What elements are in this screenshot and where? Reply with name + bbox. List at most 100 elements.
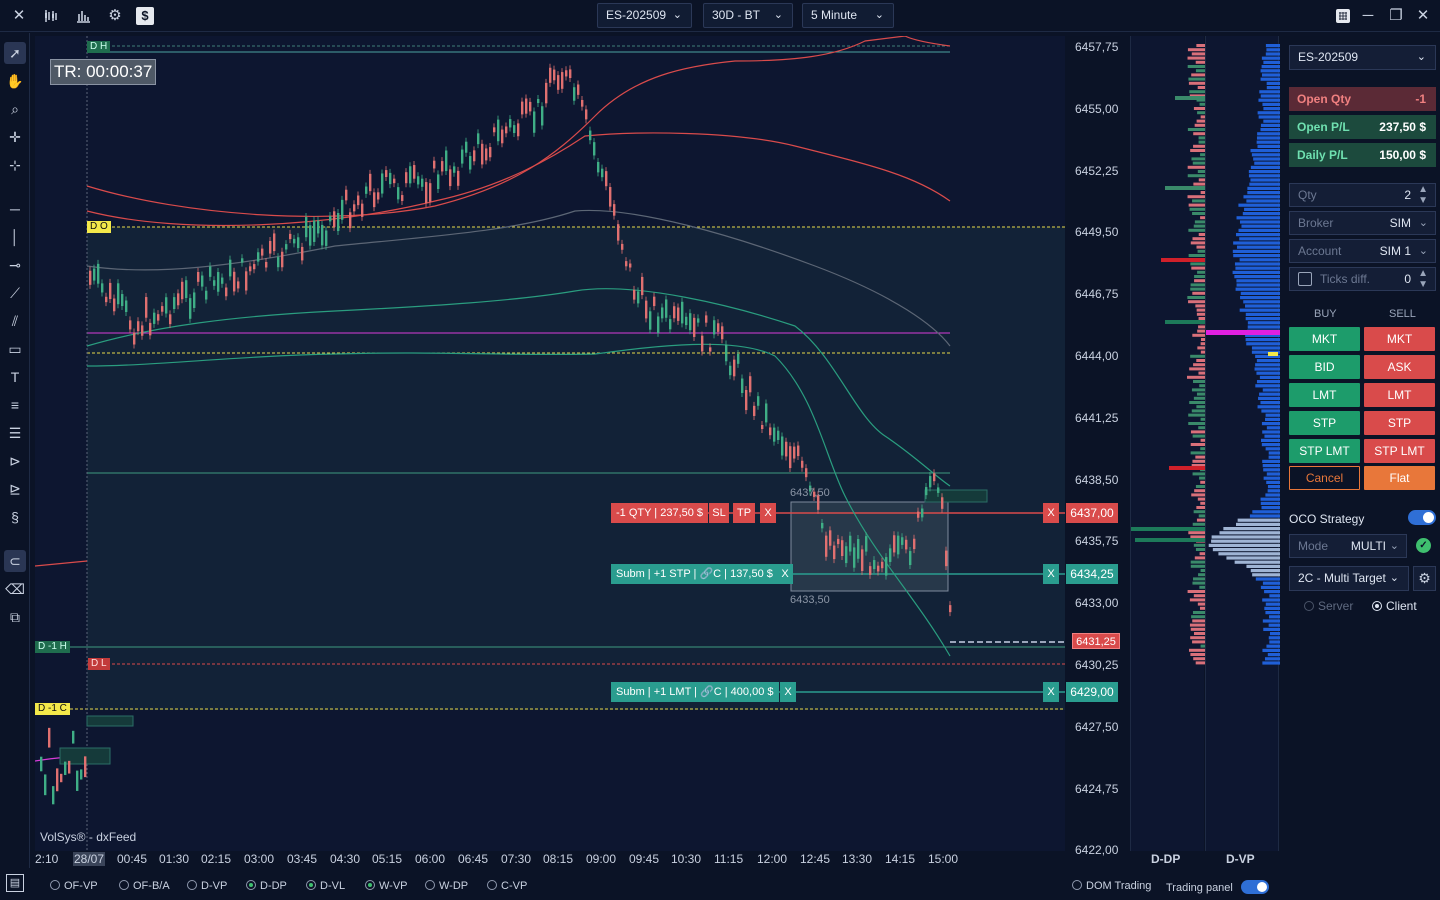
interval-select[interactable]: 5 Minute ⌄ [802, 3, 894, 28]
stepper-icon[interactable]: ▲ ▼ [1418, 184, 1428, 206]
daily-pl-stat: Daily P/L 150,00 $ [1289, 143, 1436, 167]
qty-field[interactable]: Qty 2 ▲ ▼ [1289, 183, 1436, 207]
volume-profile-bar [1266, 426, 1280, 430]
bar-chart-icon[interactable] [72, 5, 94, 27]
list-icon[interactable]: ☰ [8, 425, 22, 441]
checkbox[interactable] [1298, 272, 1312, 286]
price-chart[interactable]: D H D O D -1 H D L D -1 C TR: 00:00:37 V… [35, 36, 1065, 851]
crosshair-icon[interactable]: ✛ [9, 129, 21, 145]
study-toggle-w-dp[interactable]: W-DP [425, 880, 468, 892]
mode-select[interactable]: Mode MULTI ⌄ [1289, 534, 1407, 558]
study-toggle-d-dp[interactable]: D-DP [246, 880, 287, 892]
stop-order-label[interactable]: Subm | +1 STP | 🔗C | 137,50 $ [611, 564, 778, 584]
candle-body [40, 756, 43, 772]
eraser-icon[interactable]: ⌫ [5, 581, 25, 597]
strategy-select[interactable]: 2C - Multi Target ⌄ [1289, 566, 1409, 591]
vertical-line-icon[interactable]: │ [10, 229, 20, 245]
delta-profile-bar [1192, 611, 1205, 614]
cancel-button[interactable]: Cancel [1289, 466, 1360, 490]
panel-toggle-icon[interactable]: ▤ [6, 874, 24, 892]
delta-profile-bar [1196, 518, 1205, 522]
layers-icon[interactable]: ⧉ [10, 609, 20, 625]
broker-select[interactable]: Broker SIM ⌄ [1289, 211, 1436, 235]
pointer-icon[interactable]: ➚ [4, 42, 26, 64]
cancel-limit-button-right[interactable]: X [1043, 682, 1059, 702]
profile-tool-icon[interactable]: ⊳ [9, 453, 21, 469]
close-icon[interactable]: ✕ [12, 7, 26, 24]
horizontal-line-icon[interactable]: ─ [10, 201, 20, 217]
close-position-button-right[interactable]: X [1043, 503, 1059, 523]
text-icon[interactable]: T [10, 369, 20, 385]
volume-profile-bar [1233, 254, 1280, 258]
restore-icon[interactable]: ❐ [1389, 7, 1403, 24]
oco-toggle[interactable] [1408, 510, 1436, 525]
server-radio[interactable]: Server [1304, 599, 1353, 613]
cancel-limit-button[interactable]: X [780, 682, 796, 702]
volume-profile-bar [1240, 291, 1280, 295]
study-toggle-d-vp[interactable]: D-VP [187, 880, 227, 892]
strategy-settings-icon[interactable]: ⚙ [1413, 566, 1436, 591]
rectangle-icon[interactable]: ▭ [8, 341, 22, 357]
magnet-crosshair-icon[interactable]: ⊹ [9, 157, 21, 173]
limit-order-label[interactable]: Subm | +1 LMT | 🔗C | 400,00 $ [611, 682, 779, 702]
study-toggle-c-vp[interactable]: C-VP [487, 880, 527, 892]
candlestick-icon[interactable] [40, 5, 62, 27]
window-close-icon[interactable]: ✕ [1416, 7, 1430, 24]
time-axis[interactable]: 2:10 28/07 00:45 01:30 02:15 03:00 03:45 04:30 0… [35, 851, 1065, 867]
sell-stp-lmt-button[interactable]: STP LMT [1364, 439, 1435, 463]
volume-profile-bar [1247, 321, 1280, 325]
buy-stp-button[interactable]: STP [1289, 411, 1360, 435]
tp-button[interactable]: TP [733, 503, 755, 523]
range-select[interactable]: 30D - BT ⌄ [703, 3, 793, 28]
sell-lmt-button[interactable]: LMT [1364, 383, 1435, 407]
magnet-icon[interactable]: ⊂ [4, 550, 26, 572]
channel-icon[interactable]: ⫽ [11, 313, 19, 329]
ray-icon[interactable]: ⊸ [9, 257, 21, 273]
buy-bid-button[interactable]: BID [1289, 355, 1360, 379]
close-position-button[interactable]: X [760, 503, 776, 523]
study-toggle-of-vp[interactable]: OF-VP [50, 880, 98, 892]
trend-line-icon[interactable]: ⟋ [10, 285, 20, 301]
study-toggle-w-vp[interactable]: W-VP [365, 880, 408, 892]
buy-mkt-button[interactable]: MKT [1289, 327, 1360, 351]
buy-lmt-button[interactable]: LMT [1289, 383, 1360, 407]
study-toggle-of-b-a[interactable]: OF-B/A [119, 880, 170, 892]
dollar-icon[interactable]: $ [136, 7, 154, 25]
account-select[interactable]: Account SIM 1 ⌄ [1289, 239, 1436, 263]
ticks-diff-field[interactable]: Ticks diff. 0 ▲ ▼ [1289, 267, 1436, 291]
delta-profile-bar [1187, 375, 1205, 379]
trading-panel-toggle[interactable]: Trading panel [1166, 880, 1269, 894]
study-toggle-d-vl[interactable]: D-VL [306, 880, 345, 892]
cancel-stop-button-right[interactable]: X [1043, 564, 1059, 584]
client-radio[interactable]: Client [1372, 599, 1417, 613]
flat-button[interactable]: Flat [1364, 466, 1435, 490]
delta-profile-bar [1191, 464, 1205, 467]
position-order-label[interactable]: -1 QTY | 237,50 $ [611, 503, 709, 523]
cancel-stop-button[interactable]: X [777, 564, 793, 584]
volume-profile-icon[interactable]: ⊵ [9, 481, 21, 497]
toggle-switch[interactable] [1240, 880, 1269, 894]
symbol-select[interactable]: ES-202509 ⌄ [597, 3, 692, 28]
buy-stp-lmt-button[interactable]: STP LMT [1289, 439, 1360, 463]
dom-trading-toggle[interactable]: DOM Trading [1072, 880, 1151, 892]
delta-profile-bar [1192, 291, 1205, 295]
candle-body [505, 126, 508, 134]
fib-icon[interactable]: ≡ [10, 397, 20, 413]
price-axis[interactable]: 6457,75 6455,00 6452,25 6449,50 6446,75 6444,… [1065, 36, 1128, 857]
consolidation-box[interactable] [790, 501, 949, 592]
zoom-icon[interactable]: ⌕ [11, 101, 19, 117]
minimize-icon[interactable]: ─ [1362, 7, 1374, 24]
gear-icon[interactable]: ⚙ [108, 7, 122, 24]
sell-stp-button[interactable]: STP [1364, 411, 1435, 435]
grid-icon[interactable] [1332, 5, 1354, 27]
sell-mkt-button[interactable]: MKT [1364, 327, 1435, 351]
session-profile-icon[interactable]: § [11, 509, 19, 525]
candle-body [165, 297, 168, 314]
sl-button[interactable]: SL [709, 503, 729, 523]
hand-icon[interactable]: ✋ [6, 73, 24, 89]
panel-symbol-select[interactable]: ES-202509 ⌄ [1289, 45, 1436, 70]
stepper-icon[interactable]: ▲ ▼ [1418, 268, 1428, 290]
sell-ask-button[interactable]: ASK [1364, 355, 1435, 379]
volume-profile-bar [1263, 60, 1280, 64]
volume-profile-bar [1208, 543, 1280, 547]
